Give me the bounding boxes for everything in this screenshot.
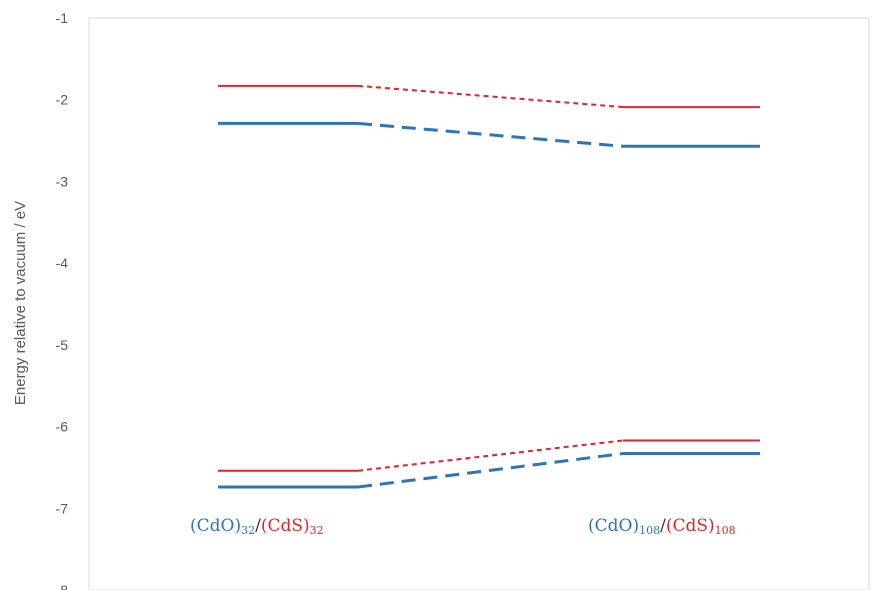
- level-connector: [357, 452, 624, 489]
- subscript: 32: [241, 524, 256, 537]
- y-tick-label: -5: [56, 337, 69, 353]
- y-tick-label: -7: [56, 500, 69, 516]
- y-tick-labels: -1 -2 -3 -4 -5 -6 -7 -8: [56, 10, 69, 590]
- y-tick-label: -3: [56, 173, 69, 189]
- label-part: (CdO): [190, 516, 242, 536]
- energy-levels: [218, 84, 760, 489]
- subscript: 108: [714, 524, 736, 537]
- level-connector: [357, 121, 624, 148]
- series-0: [218, 84, 760, 109]
- series-1: [218, 121, 760, 148]
- label-part: (CdO): [588, 516, 640, 536]
- series-3: [218, 452, 760, 489]
- plot-area-frame: [88, 17, 870, 590]
- series-2: [218, 439, 760, 472]
- level-connector: [357, 439, 624, 472]
- y-tick-label: -6: [56, 419, 69, 435]
- y-axis-title: Energy relative to vacuum / eV: [12, 201, 29, 405]
- level-connector: [357, 84, 624, 109]
- label-part: (CdS): [260, 516, 310, 536]
- label-part: /: [255, 516, 261, 536]
- y-tick-label: -1: [56, 10, 69, 26]
- y-tick-label: -4: [56, 255, 69, 271]
- category-label: (CdO)108/(CdS)108: [588, 516, 736, 537]
- label-part: (CdS): [665, 516, 715, 536]
- y-tick-label: -8: [56, 582, 69, 590]
- subscript: 32: [309, 524, 324, 537]
- subscript: 108: [639, 524, 661, 537]
- category-label: (CdO)32/(CdS)32: [190, 516, 324, 537]
- y-tick-label: -2: [56, 92, 69, 108]
- label-part: /: [660, 516, 666, 536]
